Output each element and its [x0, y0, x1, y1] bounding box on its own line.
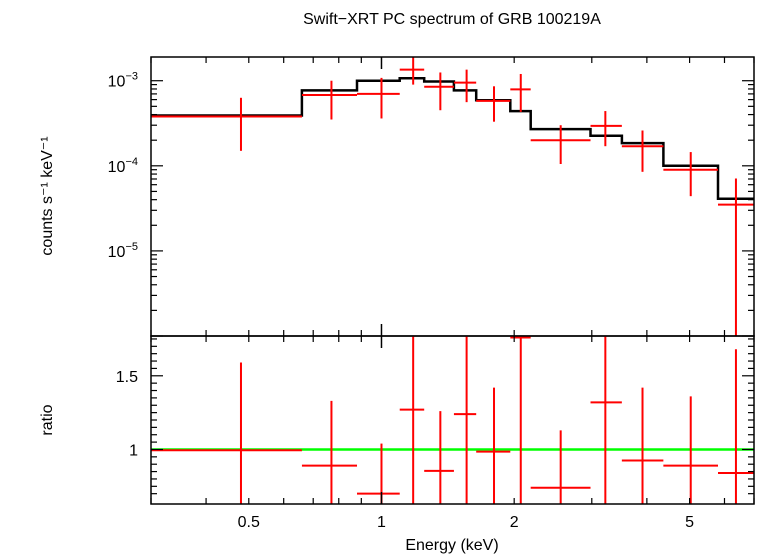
ratio-y-tick-label: 1.5 [116, 369, 138, 386]
spectrum-data-point [510, 73, 531, 112]
spectrum-data-point [453, 69, 477, 103]
energy-x-tick-label: 1 [377, 514, 386, 531]
spectrum-data-point [590, 111, 622, 147]
spectrum-y-axis-label: counts s⁻¹ keV⁻¹ [39, 136, 56, 255]
ratio-data-point [476, 387, 511, 504]
ratio-data-point [424, 411, 454, 504]
energy-x-tick-labels: 0.5 1 2 5 [238, 514, 694, 531]
energy-x-tick-label: 5 [685, 514, 694, 531]
ratio-data-point [151, 362, 302, 504]
x-axis-label: Energy (keV) [405, 537, 498, 554]
spectrum-data-points [151, 57, 754, 336]
ratio-panel: 1.51 0.5 1 2 5 ratio Energy (keV) [39, 335, 755, 554]
ratio-data-point [663, 396, 719, 504]
spectrum-data-point [424, 72, 454, 111]
ratio-data-point [301, 400, 358, 504]
ratio-data-point [510, 336, 531, 504]
ratio-y-tick-label: 1 [129, 442, 138, 459]
ratio-y-axis-label: ratio [39, 404, 56, 435]
ratio-data-point [399, 336, 425, 504]
spectrum-data-point [718, 178, 754, 336]
ratio-data-point [530, 430, 591, 504]
spectrum-data-point [399, 57, 425, 85]
spectrum-y-tick-labels: 10−3 10−4 10−5 [108, 71, 138, 261]
spectrum-panel: 10−3 10−4 10−5 counts s⁻¹ keV⁻¹ [39, 56, 755, 337]
ratio-data-points [151, 336, 754, 504]
spectrum-data-point [357, 77, 400, 119]
spectrum-data-point [663, 152, 719, 197]
ratio-data-point [453, 336, 477, 504]
spectrum-y-tick-label: 10−4 [108, 156, 138, 176]
spectrum-data-point [530, 125, 591, 165]
ratio-data-point [718, 349, 754, 504]
energy-x-tick-label: 2 [510, 514, 519, 531]
chart-title: Swift−XRT PC spectrum of GRB 100219A [303, 11, 601, 28]
spectrum-y-tick-label: 10−3 [108, 71, 138, 91]
spectrum-data-point [476, 86, 511, 122]
energy-x-tick-label: 0.5 [238, 514, 260, 531]
spectrum-data-point [621, 130, 664, 172]
ratio-data-point [590, 336, 622, 504]
ratio-data-point [357, 443, 400, 504]
ratio-y-tick-labels: 1.51 [116, 369, 138, 460]
ratio-data-point [621, 387, 664, 504]
spectrum-y-tick-label: 10−5 [108, 241, 138, 261]
ratio-frame [150, 335, 755, 505]
spectrum-axis-ticks [150, 57, 755, 337]
spectrum-data-point [151, 97, 302, 151]
spectrum-data-point [301, 80, 358, 120]
